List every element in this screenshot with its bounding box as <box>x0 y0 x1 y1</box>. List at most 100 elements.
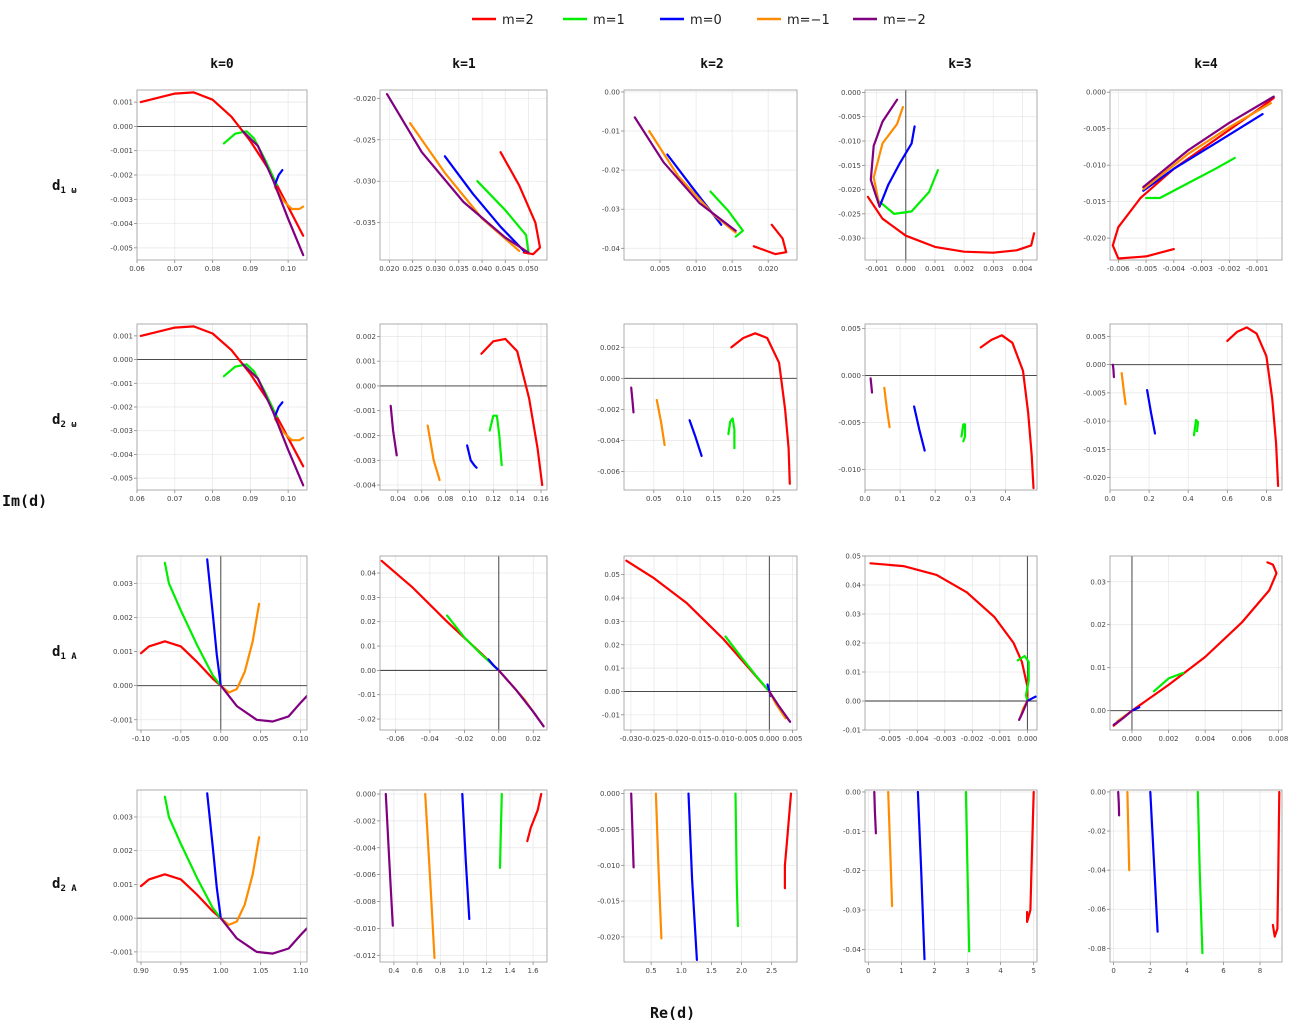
y-tick-label: 0.000 <box>113 915 133 923</box>
curve-m-neg1 <box>1126 790 1131 872</box>
x-tick-label: 0.000 <box>1017 735 1037 743</box>
curve-m-neg1 <box>654 792 663 940</box>
panel-r2-c0: -0.10 -0.05 0.00 0.05 0.10 0.003 0.002 0.001 0.0… <box>110 555 308 743</box>
x-tick-label: 0.040 <box>472 265 492 273</box>
y-tick-label: 0.000 <box>356 382 376 390</box>
x-tick-label: 0.020 <box>379 265 399 273</box>
y-tick-label: 0.04 <box>604 595 620 603</box>
panel-r0-c2: 0.005 0.010 0.015 0.020 0.00 -0.01 -0.02 -0.03 -… <box>602 88 798 273</box>
y-tick-label: -0.025 <box>353 136 376 144</box>
y-tick-label: -0.004 <box>110 220 133 228</box>
y-tick-label: -0.010 <box>1083 162 1106 170</box>
y-tick-label: 0.002 <box>600 344 620 352</box>
x-tick-label: -0.010 <box>712 735 735 743</box>
y-tick-label: -0.002 <box>110 404 133 412</box>
y-tick-label: 0.002 <box>113 614 133 622</box>
y-tick-label: -0.010 <box>838 138 861 146</box>
panel-r1-c4: 0.0 0.2 0.4 0.6 0.8 0.005 0.000 -0.005 -0.010 -0.… <box>1083 323 1283 503</box>
curve-m-neg2 <box>384 792 394 927</box>
plot-frame <box>379 89 548 261</box>
x-tick-label: 0.02 <box>525 735 541 743</box>
x-tick-label: -0.030 <box>620 735 643 743</box>
y-tick-label: -0.004 <box>353 482 376 490</box>
curve-m-neg2 <box>630 792 635 869</box>
y-tick-label: -0.04 <box>1088 867 1107 875</box>
y-tick-label: 0.005 <box>841 325 861 333</box>
curve-m-2 <box>139 325 305 468</box>
curve-m-0 <box>206 792 222 920</box>
curve-m-neg1 <box>424 792 436 960</box>
curve-m-1 <box>1016 654 1030 703</box>
y-tick-label: -0.02 <box>602 167 620 175</box>
x-tick-label: 0.10 <box>676 495 692 503</box>
y-tick-label: -0.003 <box>353 457 376 465</box>
x-tick-label: 0.4 <box>388 967 400 975</box>
x-tick-label: 0.3 <box>965 495 976 503</box>
y-tick-label: 0.000 <box>1086 361 1106 369</box>
legend-label: m=2 <box>502 13 534 28</box>
y-tick-label: 0.01 <box>604 665 620 673</box>
curve-m-2 <box>979 334 1035 490</box>
curve-m-2 <box>1112 561 1278 727</box>
x-tick-label: 0.10 <box>462 495 478 503</box>
x-tick-label: -0.002 <box>961 735 984 743</box>
column-title: k=1 <box>452 57 476 72</box>
x-tick-label: 1 <box>899 967 903 975</box>
y-tick-label: 0.02 <box>1090 621 1106 629</box>
curve-m-2 <box>139 640 222 687</box>
y-tick-label: -0.002 <box>353 432 376 440</box>
legend-label: m=−2 <box>883 13 926 28</box>
y-tick-label: 0.002 <box>356 333 376 341</box>
x-tick-label: -0.005 <box>735 735 758 743</box>
x-tick-label: -0.015 <box>689 735 712 743</box>
y-tick-label: -0.003 <box>110 427 133 435</box>
y-tick-label: 0.05 <box>604 571 620 579</box>
y-tick-label: 0.04 <box>360 570 376 578</box>
curve-m-neg2 <box>869 98 899 208</box>
curve-m-neg1 <box>219 836 261 926</box>
y-tick-label: -0.020 <box>353 95 376 103</box>
curve-m-neg1 <box>887 790 894 908</box>
row-label: d1 A <box>52 644 77 662</box>
curve-m-1 <box>724 635 771 693</box>
x-tick-label: -0.02 <box>455 735 473 743</box>
y-tick-label: 0.04 <box>845 582 861 590</box>
y-tick-label: -0.002 <box>353 817 376 825</box>
curve-m-2 <box>480 337 544 487</box>
x-tick-label: 0.006 <box>1232 735 1253 743</box>
y-tick-label: -0.03 <box>602 206 620 214</box>
y-tick-label: -0.015 <box>1083 198 1106 206</box>
curve-m-2 <box>139 91 305 237</box>
column-title: k=3 <box>948 57 971 72</box>
y-tick-label: -0.005 <box>110 475 133 483</box>
y-tick-label: 0.00 <box>845 788 861 796</box>
x-tick-label: -0.020 <box>666 735 689 743</box>
curve-m-2 <box>499 151 542 256</box>
y-tick-label: -0.002 <box>110 172 133 180</box>
x-tick-label: 1.10 <box>293 967 309 975</box>
x-axis-label: Re(d) <box>650 1004 695 1022</box>
y-tick-label: 0.02 <box>604 641 620 649</box>
x-tick-label: 0.5 <box>646 967 657 975</box>
x-tick-label: 2 <box>1148 967 1152 975</box>
plot-frame <box>379 323 548 491</box>
plot-area <box>624 324 797 490</box>
plot-area <box>865 790 1037 962</box>
curve-m-neg1 <box>426 424 441 482</box>
x-tick-label: -0.003 <box>934 735 957 743</box>
y-tick-label: -0.002 <box>597 406 620 414</box>
y-tick-label: -0.004 <box>353 844 376 852</box>
plot-frame <box>623 555 798 731</box>
curve-m-2 <box>526 792 543 843</box>
x-tick-label: 0.95 <box>173 967 189 975</box>
x-tick-label: 0.07 <box>167 495 183 503</box>
y-tick-label: -0.020 <box>1083 474 1106 482</box>
curve-m-neg2 <box>1142 95 1275 189</box>
x-tick-label: 0.08 <box>438 495 454 503</box>
curve-m-0 <box>687 792 698 961</box>
x-tick-label: 0.16 <box>533 495 549 503</box>
x-tick-label: 2 <box>932 967 936 975</box>
x-tick-label: -0.025 <box>643 735 666 743</box>
column-title: k=0 <box>210 57 234 72</box>
y-tick-label: 0.000 <box>841 89 861 97</box>
